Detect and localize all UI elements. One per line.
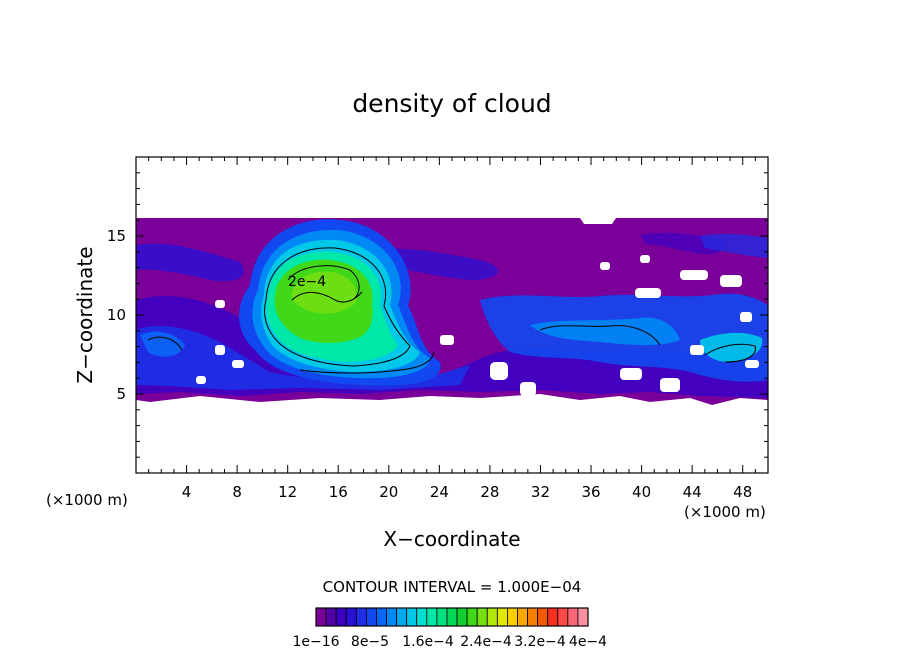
contour-lines [147, 247, 756, 374]
x-tick-label: 12 [278, 483, 297, 501]
colorbar-swatch [335, 607, 347, 627]
colorbar-frame [315, 607, 589, 627]
colorbar-label: 2.4e−4 [460, 634, 512, 650]
colorbar-swatch [345, 607, 357, 627]
colorbar-swatch [355, 607, 367, 627]
colorbar-label: 8e−5 [351, 634, 389, 650]
contour-main-cloud-outer [264, 247, 411, 367]
x-tick-label: 24 [430, 483, 449, 501]
colorbar-label: 1.6e−4 [402, 634, 454, 650]
x-tick-label: 32 [531, 483, 550, 501]
colorbar-swatch [466, 607, 478, 627]
colorbar-swatch [496, 607, 508, 627]
colorbar-labels: 1e−16 8e−5 1.6e−4 2.4e−4 3.2e−4 4e−4 [292, 634, 607, 650]
x-axis: 4 8 12 16 20 24 28 32 36 40 44 48 [182, 157, 752, 501]
x-tick-label: 28 [480, 483, 499, 501]
colorbar [315, 607, 589, 627]
contour-main-cloud-streak [291, 291, 363, 303]
colorbar-swatch [406, 607, 418, 627]
x-tick-label: 16 [329, 483, 348, 501]
x-tick-label: 44 [683, 483, 702, 501]
colorbar-swatch [436, 607, 448, 627]
contour-right-band [539, 325, 661, 346]
colorbar-swatch [456, 607, 468, 627]
contour-main-cloud-lower [299, 351, 435, 374]
x-unit-left: (×1000 m) [46, 491, 128, 509]
x-tick-label: 20 [379, 483, 398, 501]
cloud-streak-far-right [700, 233, 768, 258]
colorbar-swatch [507, 607, 518, 627]
y-tick-label: 5 [116, 385, 126, 403]
cloud-streak-upper-left [136, 243, 244, 282]
x-unit-right: (×1000 m) [684, 503, 766, 521]
colorbar-label: 1e−16 [292, 634, 339, 650]
colorbar-swatch [426, 607, 438, 627]
contour-left-cell [147, 336, 183, 351]
x-tick-label: 40 [632, 483, 651, 501]
colorbar-swatch [527, 607, 539, 627]
colorbar-swatch [547, 607, 559, 627]
contour-interval: CONTOUR INTERVAL = 1.000E−04 [323, 578, 582, 596]
clear-air-holes [196, 255, 759, 396]
colorbar-swatch [577, 607, 589, 627]
x-tick-label: 8 [232, 483, 242, 501]
density-field: 2e−4 [136, 218, 768, 405]
chart-title: density of cloud [352, 89, 551, 118]
x-tick-label: 48 [733, 483, 752, 501]
colorbar-swatch [416, 607, 428, 627]
colorbar-swatch [476, 607, 488, 627]
colorbar-swatch [376, 607, 387, 627]
contour-label: 2e−4 [288, 274, 326, 290]
x-axis-title: X−coordinate [383, 527, 520, 551]
colorbar-swatch [557, 607, 569, 627]
colorbar-swatch [446, 607, 458, 627]
colorbar-label: 4e−4 [569, 634, 607, 650]
y-tick-label: 10 [107, 306, 126, 324]
x-tick-label: 36 [581, 483, 600, 501]
colorbar-swatch [567, 607, 579, 627]
cloud-band-right-cell [700, 332, 763, 362]
contour-main-cloud-core [287, 265, 360, 299]
minor-ticks [136, 157, 768, 473]
colorbar-swatch [517, 607, 528, 627]
y-axis-title: Z−coordinate [73, 246, 97, 383]
colorbar-swatch [386, 607, 397, 627]
colorbar-swatch [325, 607, 337, 627]
main-cloud-core-inner [291, 271, 357, 314]
y-tick-label: 15 [107, 227, 126, 245]
colorbar-swatch [365, 607, 377, 627]
colorbar-label: 3.2e−4 [514, 634, 566, 650]
y-axis: 5 10 15 [107, 227, 768, 403]
contour-right-cell [704, 343, 756, 363]
x-tick-label: 4 [182, 483, 192, 501]
colorbar-swatch [486, 607, 498, 627]
cloud-band-left-cell [140, 331, 185, 357]
colorbar-swatch [315, 607, 327, 627]
colorbar-swatch [396, 607, 408, 627]
colorbar-swatch [537, 607, 549, 627]
cloud-layer-blue-mid [136, 325, 470, 390]
cloud-band-right-core [530, 317, 680, 346]
